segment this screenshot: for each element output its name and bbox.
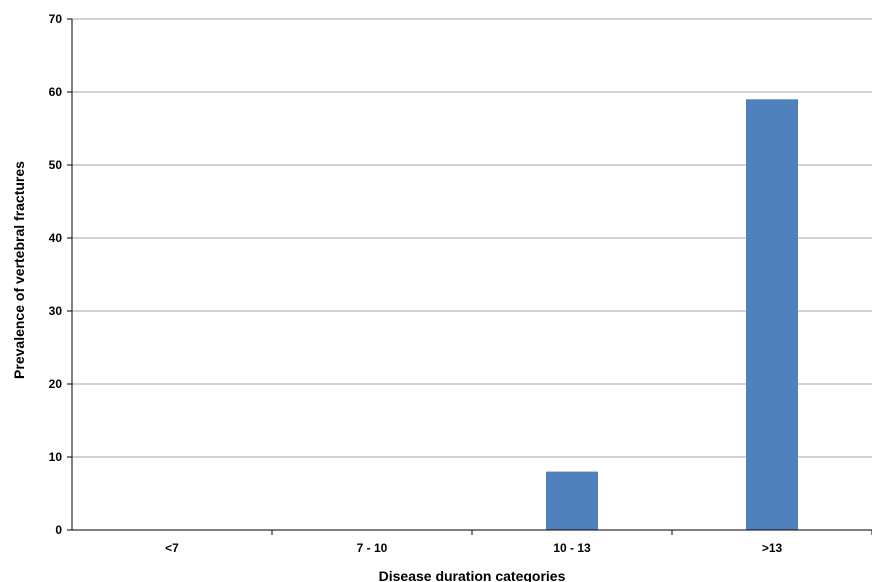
y-tick-label: 60 xyxy=(49,85,63,99)
axes xyxy=(71,19,872,535)
y-tick-label: 70 xyxy=(49,12,63,26)
y-tick-label: 0 xyxy=(55,523,62,537)
bar xyxy=(546,471,598,530)
x-tick-labels: <7 7 - 10 10 - 13 >13 xyxy=(165,541,782,555)
x-tick-label: <7 xyxy=(165,541,179,555)
bar xyxy=(746,99,798,531)
bars xyxy=(546,99,798,531)
y-tick-label: 10 xyxy=(49,450,63,464)
gridlines xyxy=(72,18,872,458)
x-tick-label: 7 - 10 xyxy=(357,541,388,555)
x-axis-title: Disease duration categories xyxy=(379,568,566,582)
y-tick-label: 20 xyxy=(49,377,63,391)
x-tick-label: >13 xyxy=(762,541,783,555)
y-tick-labels: 0 10 20 30 40 50 60 70 xyxy=(49,12,72,537)
x-tick-label: 10 - 13 xyxy=(553,541,591,555)
y-tick-label: 30 xyxy=(49,304,63,318)
y-tick-label: 40 xyxy=(49,231,63,245)
y-axis-title: Prevalence of vertebral fractures xyxy=(11,161,27,379)
y-tick-label: 50 xyxy=(49,158,63,172)
